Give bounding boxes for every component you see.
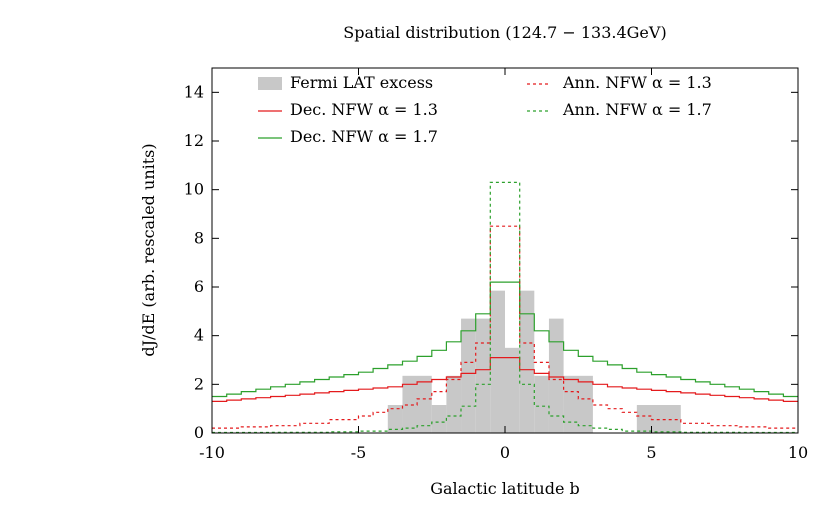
legend-label: Ann. NFW α = 1.7 <box>562 100 712 119</box>
y-axis-title: dJ/dE (arb. rescaled units) <box>139 143 158 356</box>
legend-label: Fermi LAT excess <box>290 73 433 92</box>
series-dec-nfw-1-3 <box>212 357 798 402</box>
y-tick-label: 0 <box>194 423 204 442</box>
y-tick-label: 12 <box>184 131 204 150</box>
y-tick-label: 10 <box>184 180 204 199</box>
histogram-bar-8 <box>519 290 535 433</box>
x-tick-label: -10 <box>199 443 225 462</box>
series-layer <box>212 181 798 434</box>
histogram-bar-3 <box>446 375 462 433</box>
series-ann-nfw-1-7 <box>212 181 798 434</box>
x-axis-title: Galactic latitude b <box>430 479 580 498</box>
histogram-bar-5 <box>475 318 491 433</box>
histogram-layer <box>387 290 681 433</box>
x-tick-label: 5 <box>646 443 656 462</box>
legend: Fermi LAT excess Dec. NFW α = 1.3 Dec. NFW… <box>258 73 712 146</box>
tick-layer: -10 -5 0 5 10 0 2 4 6 8 10 12 14 <box>184 68 808 462</box>
histogram-bar-0 <box>387 405 403 433</box>
legend-swatch-fermi <box>258 77 282 90</box>
y-tick-label: 2 <box>194 374 204 393</box>
chart-title: Spatial distribution (124.7 − 133.4GeV) <box>343 23 666 42</box>
histogram-bar-11 <box>563 375 593 433</box>
legend-label: Dec. NFW α = 1.3 <box>290 100 438 119</box>
series-ann-nfw-1-3 <box>212 225 798 429</box>
y-tick-label: 4 <box>194 326 204 345</box>
histogram-bar-7 <box>505 347 520 433</box>
x-tick-label: 10 <box>788 443 808 462</box>
histogram-bar-10 <box>548 318 564 433</box>
histogram-bar-4 <box>461 318 476 433</box>
legend-label: Ann. NFW α = 1.3 <box>562 73 712 92</box>
histogram-bar-9 <box>534 375 549 433</box>
histogram-bar-6 <box>490 290 505 433</box>
x-tick-label: -5 <box>351 443 367 462</box>
y-tick-label: 8 <box>194 228 204 247</box>
y-tick-label: 14 <box>184 82 204 101</box>
histogram-bar-2 <box>431 405 447 433</box>
x-tick-label: 0 <box>500 443 510 462</box>
legend-label: Dec. NFW α = 1.7 <box>290 127 438 146</box>
series-dec-nfw-1-7 <box>212 281 798 398</box>
y-tick-label: 6 <box>194 277 204 296</box>
